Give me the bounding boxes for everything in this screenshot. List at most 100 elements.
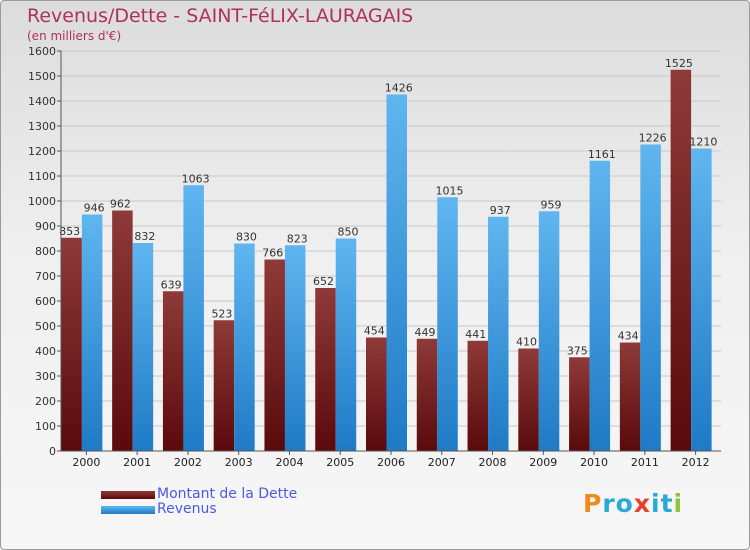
y-tick-label: 300 bbox=[35, 370, 56, 383]
bar-revenus bbox=[538, 211, 560, 451]
x-tick-label: 2006 bbox=[377, 456, 405, 469]
data-label-dette: 449 bbox=[415, 326, 436, 339]
data-label-revenus: 1063 bbox=[182, 172, 210, 185]
data-label-revenus: 830 bbox=[236, 231, 257, 244]
data-label-dette: 639 bbox=[161, 278, 182, 291]
bar-dette bbox=[467, 340, 489, 451]
data-labels: 853 946 962 832 639 1063 523 830 766 823 652 850 454… bbox=[59, 57, 717, 358]
logo-letter: t bbox=[660, 489, 674, 518]
legend-swatch-dette bbox=[101, 490, 155, 499]
bar-revenus bbox=[183, 185, 204, 451]
bar-revenus bbox=[81, 214, 103, 451]
bar-dette bbox=[112, 210, 133, 451]
legend-label-dette: Montant de la Dette bbox=[157, 486, 298, 502]
logo-letter: o bbox=[615, 489, 634, 518]
legend-item-revenus: Revenus bbox=[101, 502, 297, 517]
x-tick-label: 2003 bbox=[225, 456, 253, 469]
bar-revenus bbox=[640, 144, 661, 451]
bar-dette bbox=[619, 342, 641, 451]
data-label-dette: 853 bbox=[59, 225, 80, 238]
logo-letter: i bbox=[673, 489, 684, 518]
logo-letter: P bbox=[583, 489, 603, 518]
bar-revenus bbox=[437, 197, 458, 451]
data-label-dette: 454 bbox=[364, 325, 385, 338]
x-tick-label: 2008 bbox=[479, 456, 507, 469]
logo-letter: r bbox=[602, 489, 616, 518]
chart-title: Revenus/Dette - SAINT-FéLIX-LAURAGAIS bbox=[27, 5, 414, 27]
data-label-dette: 441 bbox=[465, 328, 486, 341]
x-tick-label: 2001 bbox=[123, 456, 151, 469]
legend-swatch-revenus bbox=[101, 505, 155, 514]
x-tick-label: 2012 bbox=[682, 456, 710, 469]
data-label-revenus: 1015 bbox=[436, 184, 464, 197]
y-tick-label: 100 bbox=[35, 420, 56, 433]
bar-revenus bbox=[386, 94, 407, 451]
bar-dette bbox=[61, 237, 82, 451]
bar-revenus bbox=[335, 238, 357, 451]
data-label-revenus: 1426 bbox=[385, 82, 413, 95]
x-tick-label: 2005 bbox=[326, 456, 354, 469]
data-label-revenus: 959 bbox=[541, 198, 562, 211]
data-label-dette: 962 bbox=[110, 198, 131, 211]
x-tick-label: 2010 bbox=[580, 456, 608, 469]
data-label-revenus: 937 bbox=[490, 204, 511, 217]
data-label-dette: 652 bbox=[313, 275, 334, 288]
bar-dette bbox=[162, 291, 184, 451]
x-tick-label: 2002 bbox=[174, 456, 202, 469]
bar-dette bbox=[264, 259, 285, 451]
bar-dette bbox=[569, 357, 590, 451]
y-tick-label: 600 bbox=[35, 295, 56, 308]
data-label-dette: 410 bbox=[516, 336, 537, 349]
x-tick-label: 2004 bbox=[275, 456, 303, 469]
bar-dette bbox=[213, 320, 235, 451]
bar-revenus bbox=[488, 216, 509, 451]
bars bbox=[61, 69, 712, 451]
y-tick-label: 1500 bbox=[28, 70, 56, 83]
x-tick-label: 2009 bbox=[529, 456, 557, 469]
x-tick-label: 2011 bbox=[631, 456, 659, 469]
bar-dette bbox=[518, 348, 539, 451]
y-tick-label: 1400 bbox=[28, 95, 56, 108]
y-tick-label: 700 bbox=[35, 270, 56, 283]
data-label-dette: 523 bbox=[211, 307, 232, 320]
x-tick-label: 2007 bbox=[428, 456, 456, 469]
y-tick-label: 1200 bbox=[28, 145, 56, 158]
y-tick-label: 1300 bbox=[28, 120, 56, 133]
legend: Montant de la Dette Revenus bbox=[101, 487, 297, 517]
bar-dette bbox=[416, 338, 438, 451]
data-label-dette: 1525 bbox=[665, 57, 693, 70]
y-tick-label: 200 bbox=[35, 395, 56, 408]
axes: 0 100 200 300 400 500 600 700 800 900 1000 1100 1200… bbox=[28, 45, 721, 469]
data-label-revenus: 1226 bbox=[639, 132, 667, 145]
bar-dette bbox=[670, 69, 692, 451]
bar-dette bbox=[366, 337, 387, 451]
legend-label-revenus: Revenus bbox=[157, 501, 217, 517]
logo-letter: x bbox=[633, 489, 651, 518]
y-tick-label: 400 bbox=[35, 345, 56, 358]
bar-revenus bbox=[284, 245, 306, 451]
chart-subtitle: (en milliers d'€) bbox=[27, 29, 122, 43]
legend-item-dette: Montant de la Dette bbox=[101, 487, 297, 502]
data-label-revenus: 823 bbox=[287, 232, 308, 245]
logo-letter: i bbox=[651, 489, 661, 518]
y-tick-label: 1100 bbox=[28, 170, 56, 183]
data-label-revenus: 850 bbox=[337, 226, 358, 239]
bar-revenus bbox=[132, 243, 154, 451]
data-label-revenus: 1161 bbox=[588, 148, 616, 161]
bar-revenus bbox=[234, 243, 255, 451]
bar-revenus bbox=[589, 160, 611, 451]
y-tick-label: 1000 bbox=[28, 195, 56, 208]
y-tick-label: 500 bbox=[35, 320, 56, 333]
y-tick-label: 1600 bbox=[28, 45, 56, 58]
data-label-revenus: 1210 bbox=[689, 136, 717, 149]
data-label-revenus: 946 bbox=[84, 202, 105, 215]
data-label-revenus: 832 bbox=[134, 230, 155, 243]
bar-dette bbox=[315, 288, 336, 451]
y-tick-label: 0 bbox=[49, 445, 56, 458]
data-label-dette: 766 bbox=[262, 247, 283, 260]
x-tick-label: 2000 bbox=[72, 456, 100, 469]
y-tick-label: 900 bbox=[35, 220, 56, 233]
y-tick-label: 800 bbox=[35, 245, 56, 258]
